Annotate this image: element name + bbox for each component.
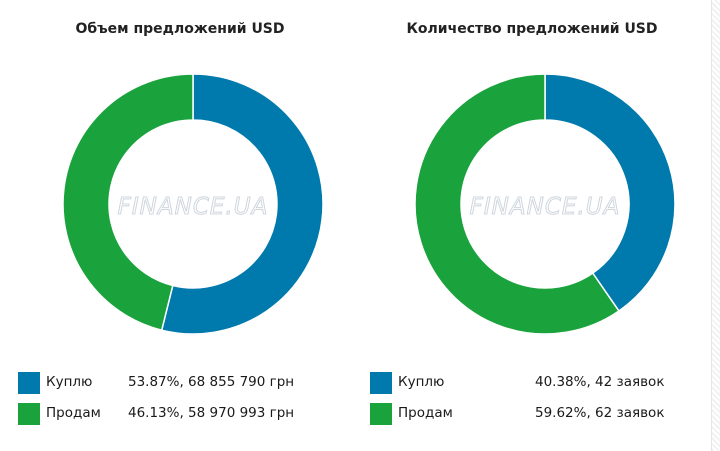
chart-title-volume: Объем предложений USD [75,21,285,37]
chart-panel-count: Количество предложений USD FINANCE.UA Ку… [352,0,712,451]
legend-value-sell: 46.13%, 58 970 993 грн [128,405,295,421]
donut-chart-volume: FINANCE.UA [62,73,324,335]
page-edge-border [711,0,720,451]
donut-slice-buy[interactable] [544,73,676,313]
chart-panel-volume: Объем предложений USD FINANCE.UA Куплю 5… [18,21,358,426]
donut-slice-sell[interactable] [414,73,620,335]
legend-label-sell: Продам [398,405,453,421]
chart-title-count: Количество предложений USD [406,21,658,37]
donut-slice-sell[interactable] [62,73,194,332]
legend-swatch-buy [18,372,40,394]
legend-swatch-buy [370,372,392,394]
legend-value-buy: 40.38%, 42 заявок [535,374,665,390]
donut-chart-count: FINANCE.UA [414,73,676,335]
legend-label-buy: Куплю [46,374,93,390]
donut-slice-buy[interactable] [160,73,324,335]
legend-item-buy[interactable]: Куплю 40.38%, 42 заявок [370,371,710,395]
legend-swatch-sell [370,403,392,425]
legend-value-buy: 53.87%, 68 855 790 грн [128,374,295,390]
legend-value-sell: 59.62%, 62 заявок [535,405,665,421]
legend-label-buy: Куплю [398,374,445,390]
legend-item-sell[interactable]: Продам 46.13%, 58 970 993 грн [18,402,358,426]
legend-swatch-sell [18,403,40,425]
watermark-logo: FINANCE.UA [470,194,621,220]
legend-label-sell: Продам [46,405,101,421]
slices [62,73,324,335]
legend-item-buy[interactable]: Куплю 53.87%, 68 855 790 грн [18,371,358,395]
legend-item-sell[interactable]: Продам 59.62%, 62 заявок [370,402,710,426]
watermark-logo: FINANCE.UA [118,194,269,220]
slices [414,73,676,335]
